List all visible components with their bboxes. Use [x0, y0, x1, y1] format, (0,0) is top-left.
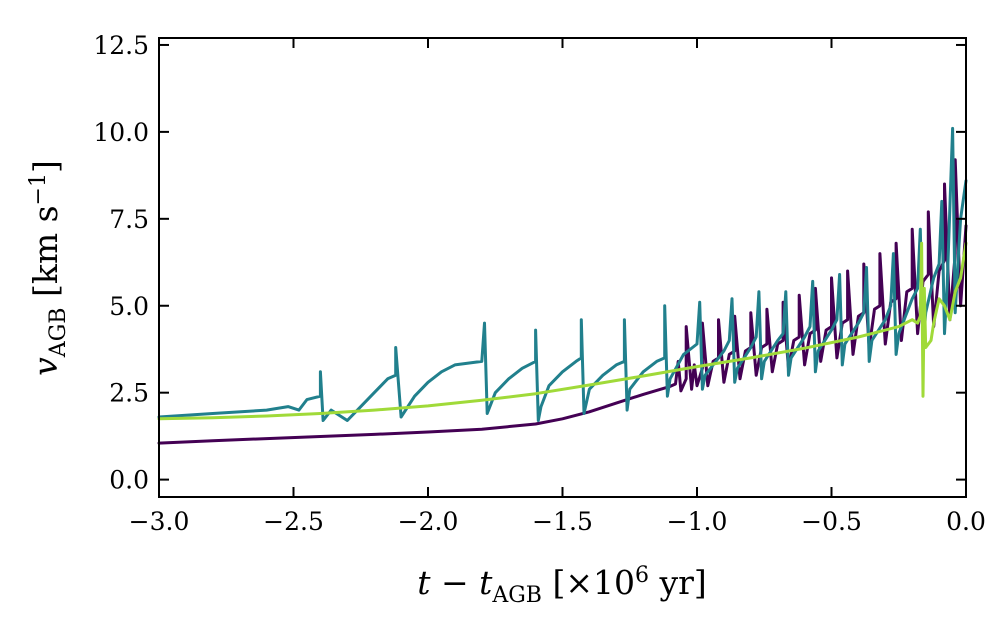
x-tick-label: 0.0 — [946, 507, 986, 536]
series-layer — [157, 126, 968, 445]
y-tick-label: 10.0 — [93, 118, 149, 147]
tick-marks — [158, 38, 967, 497]
x-axis-label: t − tAGB [×106 yr] — [417, 563, 707, 608]
x-tick-label: −1.5 — [532, 507, 593, 536]
x-tick-label: −3.0 — [129, 507, 190, 536]
plot-frame — [158, 37, 967, 498]
y-tick-label: 0.0 — [109, 466, 149, 495]
x-tick-label: −2.5 — [263, 507, 324, 536]
x-tick-label: −2.0 — [398, 507, 459, 536]
y-tick-label: 12.5 — [93, 31, 149, 60]
tick-labels: −3.0 −2.5 −2.0 −1.5 −1.0 −0.5 0.0 0.0 2.5 5.0 7.5 1… — [93, 31, 986, 536]
series-line-1 — [157, 158, 968, 445]
x-tick-label: −1.0 — [667, 507, 728, 536]
y-axis-label: vAGB [km s−1] — [26, 160, 71, 376]
series-line-2 — [157, 126, 968, 422]
x-tick-label: −0.5 — [801, 507, 862, 536]
y-tick-label: 5.0 — [109, 292, 149, 321]
series-line-3 — [157, 241, 968, 421]
y-tick-label: 7.5 — [109, 205, 149, 234]
y-tick-label: 2.5 — [109, 379, 149, 408]
